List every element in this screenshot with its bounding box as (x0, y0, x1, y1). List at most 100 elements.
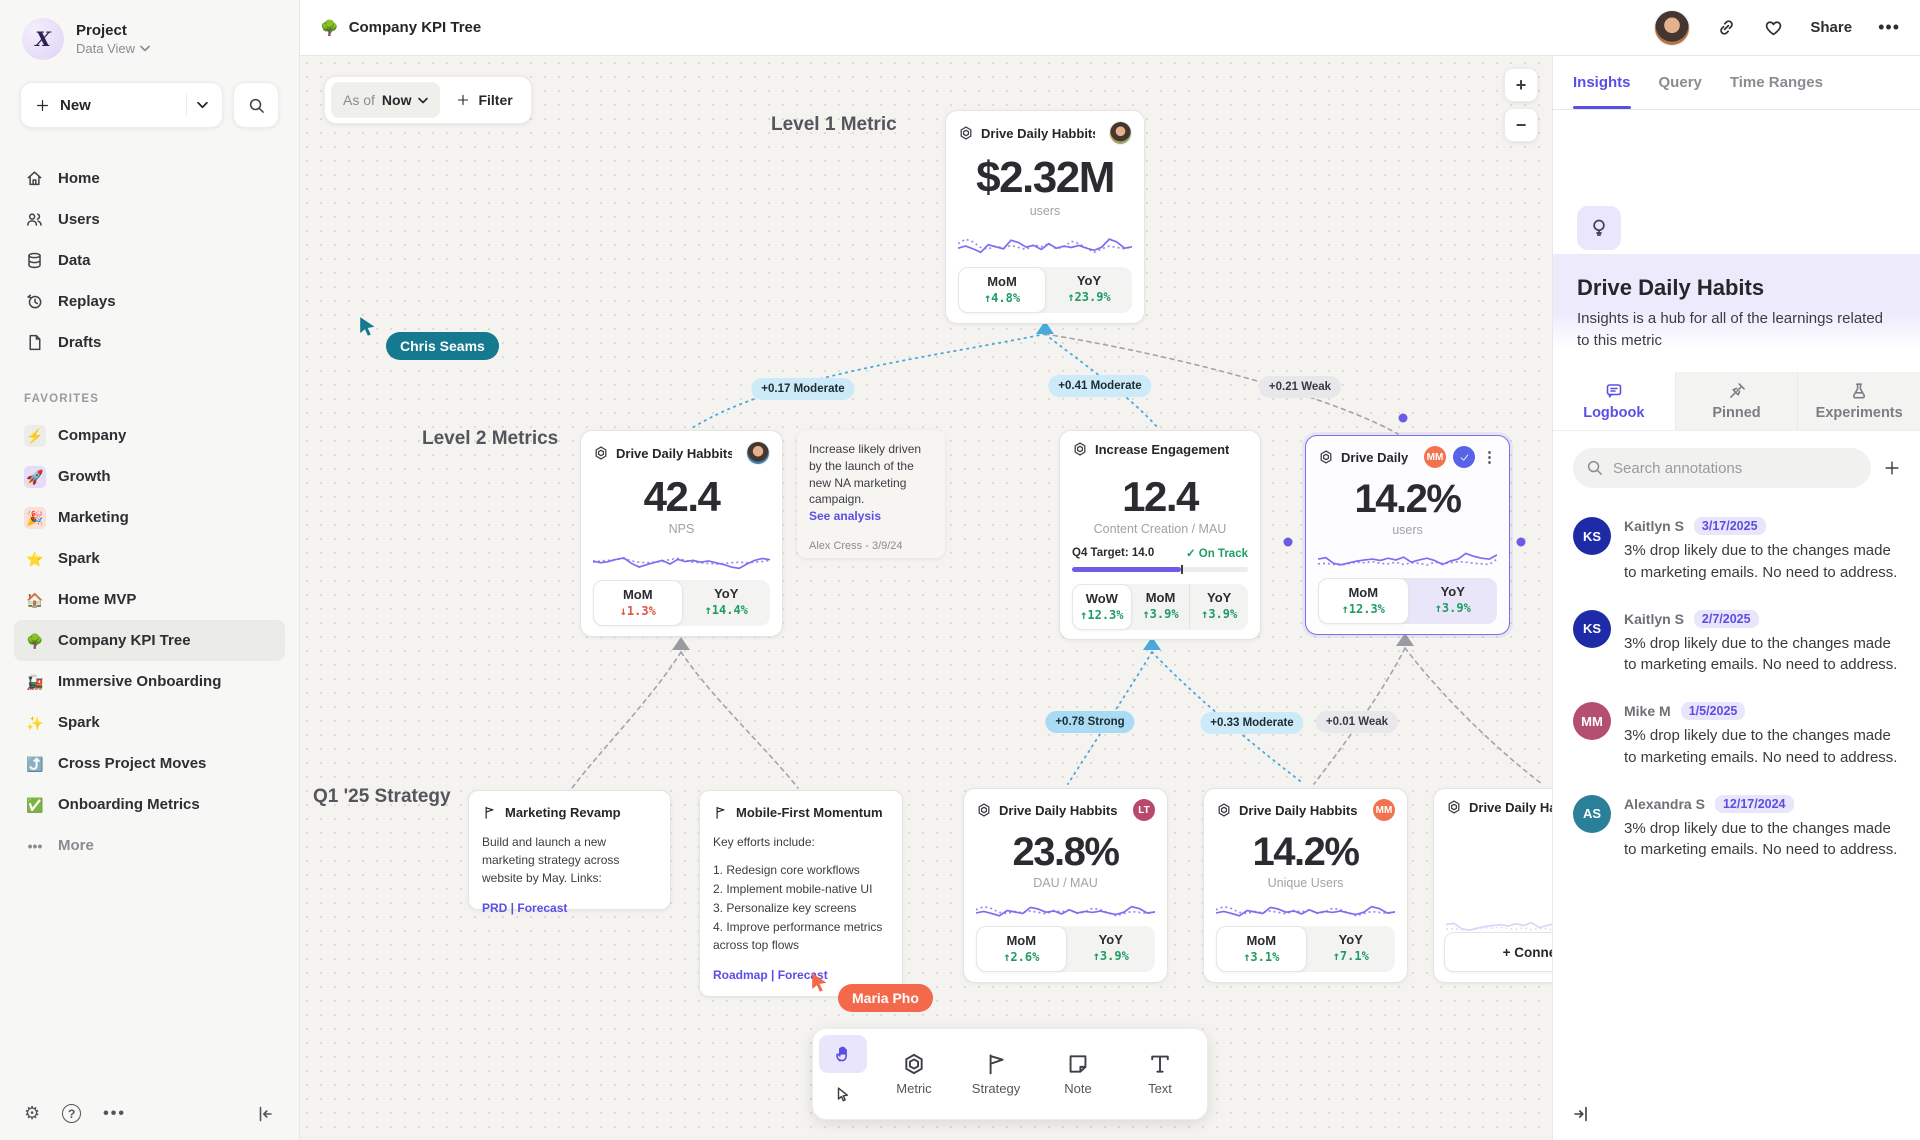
annotation-item[interactable]: AS Alexandra S 12/17/2024 3% drop likely … (1553, 782, 1920, 875)
mom-delta[interactable]: MoM ↑4.8% (958, 267, 1046, 313)
mom-delta[interactable]: MoM ↓1.3% (593, 580, 683, 626)
owner-badge[interactable]: LT (1133, 799, 1155, 821)
canvas-note[interactable]: Increase likely driven by the launch of … (797, 430, 945, 558)
edge-weight-label[interactable]: +0.01 Weak (1315, 711, 1399, 733)
tab-time-ranges[interactable]: Time Ranges (1729, 74, 1823, 91)
sidebar-item-drafts[interactable]: Drafts (14, 322, 285, 363)
connect-metric-button[interactable]: + Connect (1444, 932, 1552, 972)
wow-delta[interactable]: WoW ↑12.3% (1072, 584, 1132, 631)
metric-tool-button[interactable]: Metric (873, 1035, 955, 1113)
add-annotation-button[interactable] (1883, 459, 1901, 477)
note-tool-button[interactable]: Note (1037, 1035, 1119, 1113)
card-menu-icon[interactable]: ⋮ (1482, 448, 1497, 466)
edge-weight-label[interactable]: +0.21 Weak (1258, 376, 1342, 398)
owner-badge[interactable]: MM (1373, 799, 1395, 821)
sidebar-item-users[interactable]: Users (14, 199, 285, 240)
owner-avatar[interactable] (746, 441, 770, 465)
edge-weight-label[interactable]: +0.78 Strong (1045, 711, 1135, 733)
yoy-delta[interactable]: YoY ↑3.9% (1201, 590, 1238, 622)
annotation-avatar: KS (1573, 517, 1611, 555)
sidebar-item-marketing[interactable]: 🎉 Marketing (14, 497, 285, 538)
hand-tool-button[interactable] (819, 1035, 867, 1073)
chevron-down-icon[interactable] (197, 101, 208, 109)
collapse-panel-icon[interactable] (1571, 1104, 1591, 1124)
text-tool-button[interactable]: Text (1119, 1035, 1201, 1113)
kpi-tree-canvas[interactable]: As of Now Filter + − Level 1 Metric Level… (300, 56, 1552, 1140)
sidebar-item-growth[interactable]: 🚀 Growth (14, 456, 285, 497)
edge-weight-label[interactable]: +0.41 Moderate (1048, 375, 1152, 397)
yoy-delta[interactable]: YoY ↑23.9% (1067, 273, 1111, 304)
sidebar-item-onboarding-metrics[interactable]: ✅ Onboarding Metrics (14, 784, 285, 825)
new-button[interactable]: New (20, 82, 223, 128)
user-avatar[interactable] (1654, 9, 1691, 46)
help-icon[interactable]: ? (62, 1104, 82, 1123)
sidebar-item-company[interactable]: ⚡ Company (14, 415, 285, 456)
more-options-icon[interactable]: ••• (103, 1104, 126, 1122)
edge-weight-label[interactable]: +0.33 Moderate (1200, 712, 1304, 734)
subtab-pinned[interactable]: Pinned (1674, 372, 1798, 430)
sidebar-item-data[interactable]: Data (14, 240, 285, 281)
edge-weight-label[interactable]: +0.17 Moderate (751, 378, 855, 400)
metric-card-unique-users[interactable]: Drive Daily Habbits MM 14.2% Unique User… (1203, 788, 1408, 983)
copy-link-icon[interactable] (1716, 17, 1737, 38)
select-tool-button[interactable] (819, 1075, 867, 1113)
tab-insights[interactable]: Insights (1573, 56, 1631, 109)
strategy-links[interactable]: Roadmap | Forecast (713, 967, 828, 982)
strategy-card-marketing-revamp[interactable]: Marketing Revamp Build and launch a new … (468, 790, 671, 915)
sidebar-item-home-mvp[interactable]: 🏠 Home MVP (14, 579, 285, 620)
home-icon (24, 169, 44, 188)
favorite-heart-icon[interactable] (1763, 17, 1784, 38)
sidebar-item-spark[interactable]: ⭐ Spark (14, 538, 285, 579)
metric-card-empty-partial[interactable]: Drive Daily Hab + Connect (1433, 788, 1552, 983)
owner-avatar[interactable] (1108, 121, 1132, 145)
search-button[interactable] (233, 82, 279, 128)
canvas-toolbar: Metric Strategy Note Text (812, 1028, 1208, 1120)
sidebar-item-replays[interactable]: Replays (14, 281, 285, 322)
share-button[interactable]: Share (1810, 19, 1853, 36)
subtab-experiments[interactable]: Experiments (1797, 372, 1920, 430)
strategy-links[interactable]: PRD | Forecast (482, 900, 568, 915)
yoy-delta[interactable]: YoY ↑7.1% (1332, 932, 1369, 963)
mom-delta[interactable]: MoM ↑3.1% (1216, 926, 1307, 972)
yoy-delta[interactable]: YoY ↑14.4% (704, 586, 748, 617)
metric-card-drive-daily-habbits-selected[interactable]: Drive Daily Habb.. MM ⋮ 14.2% users MoM↑… (1305, 435, 1510, 635)
sparkles-icon: ✨ (26, 714, 44, 731)
owner-badge[interactable]: MM (1424, 446, 1446, 468)
sidebar-item-company-kpi-tree[interactable]: 🌳 Company KPI Tree (14, 620, 285, 661)
metric-card-dau-mau[interactable]: Drive Daily Habbits LT 23.8% DAU / MAU M… (963, 788, 1168, 983)
on-track-status: ✓ On Track (1185, 548, 1248, 561)
annotation-item[interactable]: KS Kaitlyn S 2/7/2025 3% drop likely due … (1553, 597, 1920, 690)
add-filter-button[interactable]: Filter (444, 92, 524, 108)
zoom-in-button[interactable]: + (1504, 68, 1538, 102)
workspace-view[interactable]: Data View (76, 41, 150, 56)
annotation-item[interactable]: KS Kaitlyn S 3/17/2025 3% drop likely due… (1553, 504, 1920, 597)
search-annotations-input[interactable] (1573, 448, 1871, 488)
see-analysis-link[interactable]: See analysis (809, 509, 882, 524)
mom-delta[interactable]: MoM ↑2.6% (976, 926, 1067, 972)
mom-delta[interactable]: MoM ↑12.3% (1318, 578, 1409, 624)
collapse-sidebar-icon[interactable] (255, 1104, 275, 1124)
subtab-logbook[interactable]: Logbook (1553, 372, 1675, 430)
annotation-search[interactable] (1573, 448, 1871, 488)
as-of-dropdown[interactable]: As of Now (331, 82, 441, 118)
sidebar-nav: Home Users Data Replays Drafts (0, 158, 299, 363)
yoy-delta[interactable]: YoY ↑3.9% (1434, 584, 1471, 615)
more-menu-icon[interactable]: ••• (1878, 17, 1900, 37)
sidebar-item-more[interactable]: ••• More (14, 825, 285, 866)
metric-card-increase-engagement[interactable]: Increase Engagement 12.4 Content Creatio… (1059, 430, 1261, 640)
metric-card-drive-daily-habbits-nps[interactable]: Drive Daily Habbits 42.4 NPS MoM ↓1.3% Yo… (580, 430, 783, 637)
strategy-tool-button[interactable]: Strategy (955, 1035, 1037, 1113)
strategy-card-mobile-first-momentum[interactable]: Mobile-First Momentum Key efforts includ… (699, 790, 903, 997)
sidebar-item-home[interactable]: Home (14, 158, 285, 199)
metric-card-drive-daily-habbits-l1[interactable]: Drive Daily Habbits $2.32M users MoM ↑4.8… (945, 110, 1145, 324)
yoy-delta[interactable]: YoY ↑3.9% (1092, 932, 1129, 963)
sidebar-item-immersive-onboarding[interactable]: 🚂 Immersive Onboarding (14, 661, 285, 702)
annotation-item[interactable]: MM Mike M 1/5/2025 3% drop likely due to … (1553, 689, 1920, 782)
mom-delta[interactable]: MoM ↑3.9% (1132, 584, 1191, 631)
sidebar-item-cross-project-moves[interactable]: ⤴️ Cross Project Moves (14, 743, 285, 784)
sidebar-item-spark-2[interactable]: ✨ Spark (14, 702, 285, 743)
workspace-switcher[interactable]: X Project Data View (0, 18, 299, 60)
settings-gear-icon[interactable]: ⚙ (24, 1103, 41, 1123)
zoom-out-button[interactable]: − (1504, 108, 1538, 142)
tab-query[interactable]: Query (1658, 74, 1702, 91)
